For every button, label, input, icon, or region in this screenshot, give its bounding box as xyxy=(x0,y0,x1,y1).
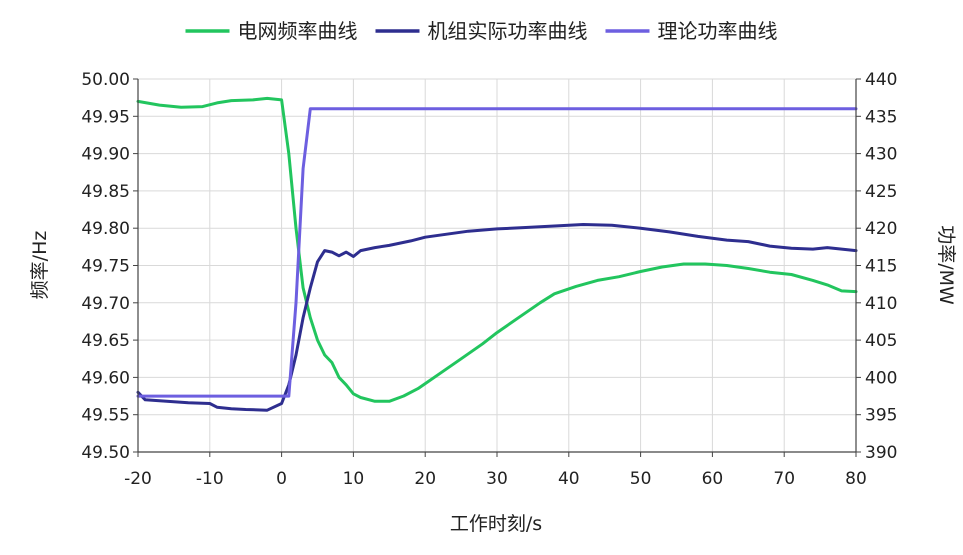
y-right-tick-label: 425 xyxy=(865,182,897,202)
y-right-tick-label: 400 xyxy=(865,368,897,388)
y-left-tick-label: 49.55 xyxy=(81,406,130,426)
y-right-tick-label: 435 xyxy=(865,107,897,127)
series-line-3 xyxy=(136,107,858,398)
legend-label-2: 机组实际功率曲线 xyxy=(428,19,588,43)
y-right-tick-label: 440 xyxy=(865,70,897,90)
y-right-tick-label: 420 xyxy=(865,219,897,239)
x-tick-label: 30 xyxy=(486,469,508,489)
legend: 电网频率曲线 机组实际功率曲线 理论功率曲线 xyxy=(185,19,778,43)
tick-labels: 50.00 440 49.95 435 49.90 430 49.85 425 49.80 420… xyxy=(81,70,897,489)
series-line-1 xyxy=(136,96,858,403)
axes xyxy=(133,78,861,457)
x-tick-label: 80 xyxy=(845,469,867,489)
x-tick-label: 50 xyxy=(630,469,652,489)
legend-label-1: 电网频率曲线 xyxy=(238,19,358,43)
y-right-axis-label: 功率/MW xyxy=(935,225,957,305)
x-tick-label: 0 xyxy=(276,469,287,489)
y-left-tick-label: 49.85 xyxy=(81,182,130,202)
y-left-tick-label: 49.95 xyxy=(81,107,130,127)
y-left-axis-label: 频率/Hz xyxy=(29,231,51,300)
y-left-tick-label: 49.50 xyxy=(81,443,130,463)
x-tick-label: -10 xyxy=(196,469,224,489)
x-tick-label: 10 xyxy=(343,469,365,489)
y-right-tick-label: 410 xyxy=(865,294,897,314)
y-left-tick-label: 50.00 xyxy=(81,70,130,90)
legend-label-3: 理论功率曲线 xyxy=(658,19,778,43)
x-axis-label: 工作时刻/s xyxy=(450,513,542,535)
y-right-tick-label: 430 xyxy=(865,145,897,165)
y-right-tick-label: 415 xyxy=(865,257,897,277)
y-left-tick-label: 49.60 xyxy=(81,368,130,388)
y-left-tick-label: 49.80 xyxy=(81,219,130,239)
x-tick-label: 70 xyxy=(773,469,795,489)
y-left-tick-label: 49.75 xyxy=(81,257,130,277)
y-left-tick-label: 49.65 xyxy=(81,331,130,351)
y-left-tick-label: 49.90 xyxy=(81,145,130,165)
y-left-tick-label: 49.70 xyxy=(81,294,130,314)
x-tick-label: 40 xyxy=(558,469,580,489)
y-right-tick-label: 405 xyxy=(865,331,897,351)
series-lines xyxy=(136,96,858,412)
series-line-2 xyxy=(136,223,858,412)
x-tick-label: 60 xyxy=(702,469,724,489)
y-right-tick-label: 395 xyxy=(865,406,897,426)
y-right-tick-label: 390 xyxy=(865,443,897,463)
x-tick-label: 20 xyxy=(414,469,436,489)
x-tick-label: -20 xyxy=(124,469,152,489)
